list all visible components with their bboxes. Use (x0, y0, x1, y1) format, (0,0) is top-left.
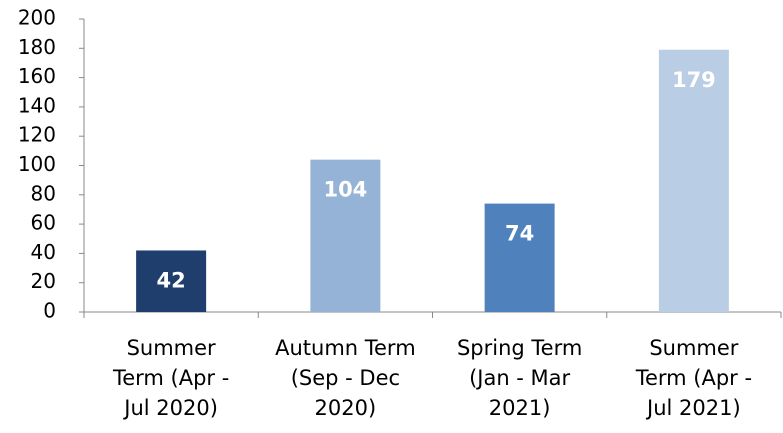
x-tick-label: Summer Term (Apr - Jul 2021) (635, 336, 753, 420)
y-tick-label: 160 (18, 64, 56, 88)
bar (136, 250, 207, 312)
x-tick-label: Spring Term (Jan - Mar 2021) (456, 336, 583, 420)
y-tick-label: 200 (18, 6, 56, 30)
y-tick-label: 20 (31, 269, 56, 293)
y-tick-label: 100 (18, 152, 56, 176)
data-label: 42 (157, 268, 186, 292)
data-label: 179 (672, 68, 716, 92)
x-tick-label: Autumn Term (Sep - Dec 2020) (275, 336, 416, 420)
bar (658, 49, 729, 312)
y-tick-label: 80 (31, 181, 56, 205)
y-tick-label: 140 (18, 93, 56, 117)
data-label: 104 (323, 178, 367, 202)
bar (310, 159, 381, 312)
x-tick-label: Summer Term (Apr - Jul 2020) (112, 336, 230, 420)
data-label: 74 (505, 222, 534, 246)
y-tick-label: 180 (18, 35, 56, 59)
y-tick-label: 0 (43, 299, 56, 323)
bar (484, 203, 555, 312)
y-tick-label: 40 (31, 240, 56, 264)
y-tick-label: 60 (31, 211, 56, 235)
y-tick-label: 120 (18, 123, 56, 147)
